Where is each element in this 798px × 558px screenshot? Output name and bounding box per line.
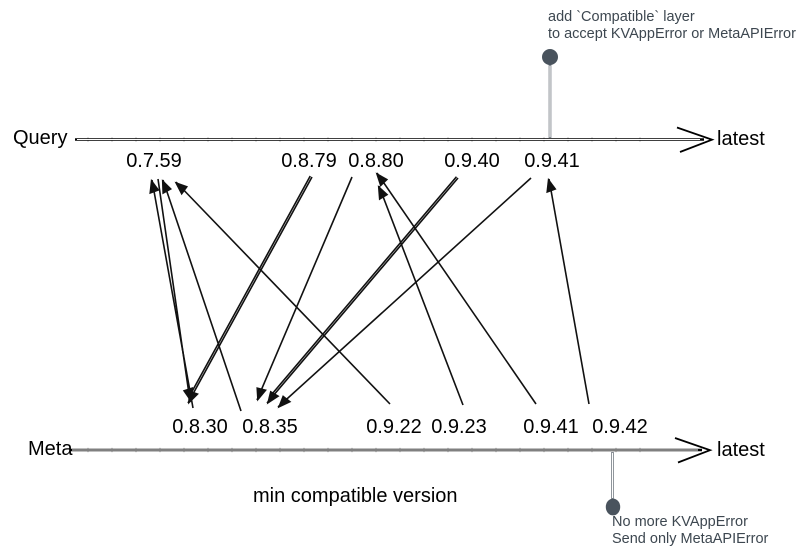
query-latest-label: latest [717,128,765,150]
timeline-ticks [87,137,641,453]
diagram-caption: min compatible version [253,485,458,507]
arrow-Meta-0-9-22-to-Query-0-7-59 [174,181,391,405]
meta-latest-label: latest [717,439,765,461]
meta-timeline-label: Meta [28,438,73,460]
query-version-0.7.59: 0.7.59 [126,150,182,172]
arrow-Query-0-8-79-to-Meta-0-8-30 [187,176,313,405]
meta-version-0.9.42: 0.9.42 [592,416,648,438]
arrow-Query-0-8-80-to-Meta-0-8-35 [256,176,353,402]
meta-annotation-callout [605,452,621,516]
arrow-Meta-0-9-23-to-Query-0-8-80 [377,185,464,406]
arrow-Query-0-7-59-to-Meta-0-8-30 [157,178,194,403]
meta-version-0.8.30: 0.8.30 [172,416,228,438]
query-annotation-callout [542,49,558,138]
meta-timeline-arrowhead-icon [674,437,713,464]
meta-version-0.9.22: 0.9.22 [366,416,422,438]
arrow-Meta-0-9-42-to-Query-0-9-41 [546,177,590,405]
meta-annotation-text: No more KVAppError Send only MetaAPIErro… [612,514,768,547]
arrow-Query-0-8-79-to-Meta-0-8-30 [189,175,311,395]
query-annotation-line2: to accept KVAppError or MetaAPIError [548,25,796,42]
query-version-0.9.40: 0.9.40 [444,150,500,172]
arrow-Meta-0-8-35-to-Query-0-7-59 [161,179,242,412]
query-version-0.9.41: 0.9.41 [524,150,580,172]
query-timeline-label: Query [13,127,68,149]
query-annotation-line1: add `Compatible` layer [548,9,695,25]
query-annotation-text: add `Compatible` layer to accept KVAppEr… [548,9,796,42]
pin-marker-icon [542,49,558,65]
meta-annotation-line1: No more KVAppError [612,514,748,530]
pin-marker-icon [605,498,621,516]
arrow-Query-0-9-40-to-Meta-0-8-35 [266,177,459,405]
arrow-Query-0-9-40-to-Meta-0-8-35 [270,176,458,396]
query-timeline-shaft [75,126,715,153]
meta-annotation-line2: Send only MetaAPIError [612,530,769,547]
meta-version-0.9.41: 0.9.41 [523,416,579,438]
meta-version-0.9.23: 0.9.23 [431,416,487,438]
arrow-Meta-0-9-41-to-Query-0-8-80 [375,172,537,405]
query-version-0.8.79: 0.8.79 [281,150,337,172]
query-version-0.8.80: 0.8.80 [348,150,404,172]
query-timeline-arrowhead-icon [676,126,715,153]
arrow-Query-0-9-41-to-Meta-0-8-35 [277,177,532,409]
compatibility-arrows [149,172,590,412]
meta-timeline-shaft [70,437,713,464]
meta-version-0.8.35: 0.8.35 [242,416,298,438]
